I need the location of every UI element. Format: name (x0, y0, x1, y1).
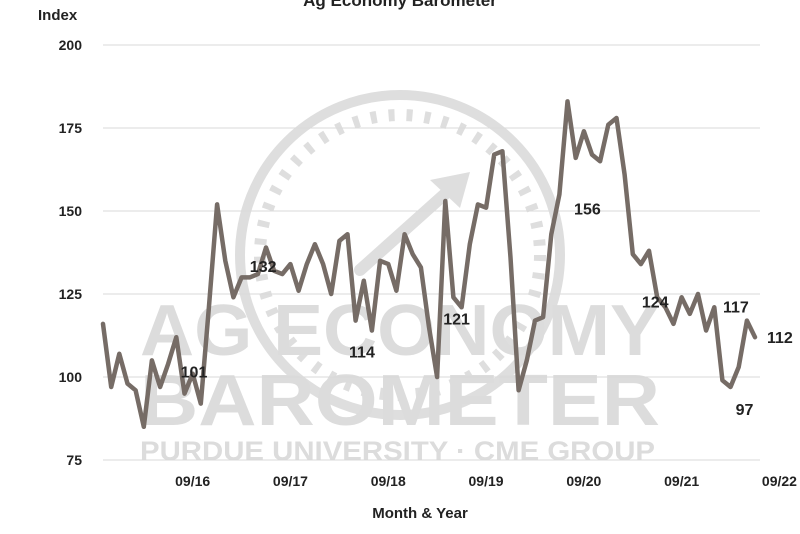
data-label: 132 (250, 259, 277, 276)
y-tick-labels: 75 100 125 150 175 200 (59, 37, 83, 468)
data-labels: 101 132 114 121 156 124 117 97 112 (181, 201, 793, 419)
y-axis-title: Index (38, 7, 78, 24)
y-tick-label: 175 (59, 120, 83, 136)
watermark-line-3: PURDUE UNIVERSITY · CME GROUP (140, 436, 655, 466)
watermark-arrow-icon (354, 172, 470, 276)
watermark-line-1: AG ECONOMY (140, 291, 660, 371)
chart-title: Ag Economy Barometer (303, 0, 497, 10)
y-tick-label: 125 (59, 286, 83, 302)
data-label: 124 (642, 294, 669, 311)
x-tick-labels: 09/16 09/17 09/18 09/19 09/20 09/21 09/22 (175, 473, 797, 489)
gridlines (103, 44, 760, 461)
data-label: 112 (767, 330, 793, 347)
y-tick-label: 150 (59, 203, 83, 219)
data-label: 97 (736, 402, 754, 419)
data-label: 156 (574, 201, 601, 218)
watermark: AG ECONOMY BAROMETER PURDUE UNIVERSITY ·… (140, 90, 660, 466)
x-tick-label: 09/17 (273, 473, 308, 489)
x-tick-label: 09/19 (469, 473, 504, 489)
series-line (100, 99, 758, 430)
data-label: 101 (181, 365, 208, 382)
x-tick-label: 09/20 (566, 473, 601, 489)
y-tick-label: 100 (59, 369, 83, 385)
y-tick-label: 200 (59, 37, 83, 53)
x-axis-title: Month & Year (372, 505, 468, 522)
x-tick-label: 09/16 (175, 473, 210, 489)
watermark-gauge-dots (254, 109, 546, 401)
y-tick-label: 75 (66, 452, 82, 468)
data-label: 121 (443, 311, 470, 328)
data-label: 117 (723, 300, 749, 317)
x-tick-label: 09/22 (762, 473, 797, 489)
data-label: 114 (349, 345, 375, 362)
watermark-line-2: BAROMETER (140, 361, 660, 441)
x-tick-label: 09/21 (664, 473, 699, 489)
series-lines (100, 99, 758, 430)
watermark-gauge-ring (235, 90, 565, 420)
x-tick-label: 09/18 (371, 473, 406, 489)
